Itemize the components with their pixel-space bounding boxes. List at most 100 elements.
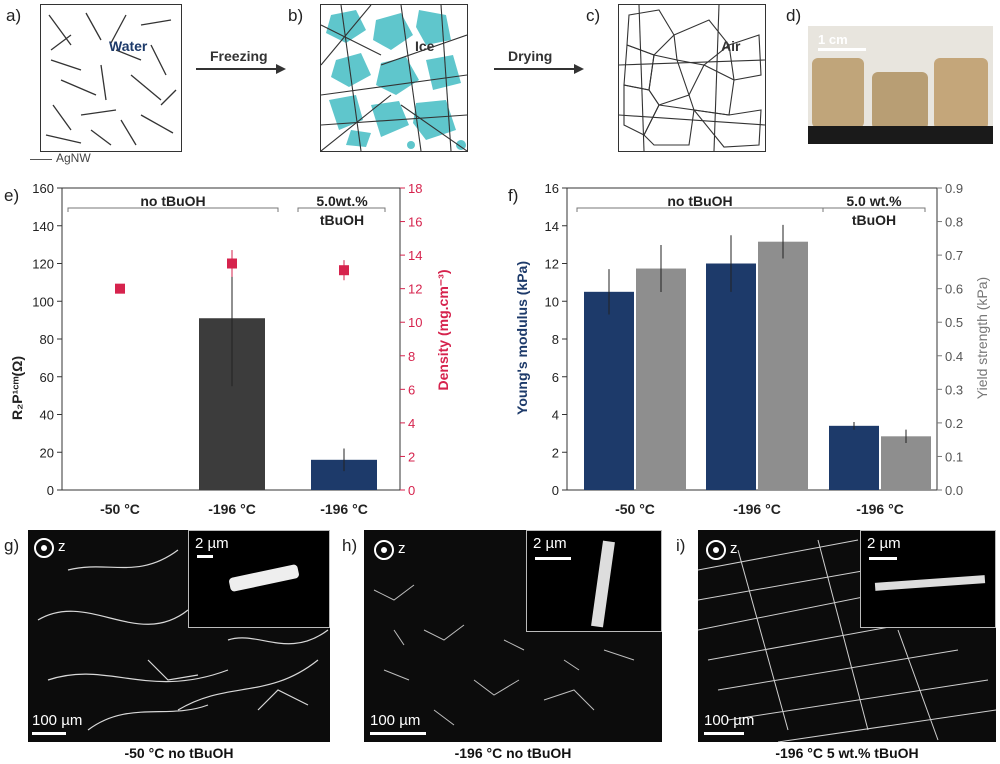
chart-f-bar-yield: [636, 268, 686, 490]
micrograph-i-scale-label: 100 µm: [704, 712, 755, 729]
inset-g-fiber: [228, 563, 300, 593]
micrograph-i-axis-icon: [706, 540, 726, 560]
chart-f-ytick-left-label: 16: [545, 181, 559, 196]
chart-e-xtick-label: -196 °C: [208, 501, 256, 517]
air-label: Air: [721, 38, 741, 54]
photo-ruler: [808, 126, 993, 144]
chart-e-xtick-label: -50 °C: [100, 501, 140, 517]
inset-i-fiber: [874, 575, 986, 591]
chart-f-group-label-1: no tBuOH: [667, 193, 732, 209]
chart-e-ytick-right-label: 8: [408, 349, 415, 364]
chart-f-ytick-right-label: 0.9: [945, 181, 963, 196]
chart-e-bars: [199, 250, 377, 490]
chart-e-xtick-label: -196 °C: [320, 501, 368, 517]
panel-label-f: f): [508, 186, 519, 205]
chart-e-ytick-right-label: 0: [408, 483, 415, 498]
caption-h: -196 °C no tBuOH: [454, 745, 572, 761]
micrograph-h-axis-label: z: [398, 540, 406, 557]
micrograph-h-axis-icon: [374, 540, 394, 560]
chart-f-bar-modulus: [706, 263, 756, 490]
chart-e-ytick-left-label: 100: [32, 294, 54, 309]
ice-label: Ice: [415, 38, 435, 54]
micrograph-i-inset: 2 µm: [860, 530, 996, 628]
inset-g-scale-label: 2 µm: [195, 535, 229, 552]
chart-f-xtick-label: -196 °C: [733, 501, 781, 517]
chart-f-bar-yield: [881, 436, 931, 490]
caption-i: -196 °C 5 wt.% tBuOH: [775, 745, 919, 761]
chart-f-ytick-right-label: 0.6: [945, 282, 963, 297]
chart-f-ytick-left-label: 10: [545, 294, 559, 309]
chart-f-ytick-right-label: 0.8: [945, 215, 963, 230]
chart-e-ytick-right-label: 6: [408, 382, 415, 397]
micrograph-g-texture: [37, 549, 329, 731]
air-network: Air: [618, 4, 766, 152]
panel-label-c: c): [586, 6, 601, 25]
panel-label-h: h): [342, 536, 358, 555]
chart-e-group-label-1: no tBuOH: [140, 193, 205, 209]
chart-e-ytick-left-label: 120: [32, 257, 54, 272]
chart-e-ytick-right-label: 16: [408, 215, 422, 230]
micrograph-g-axis-icon: [34, 538, 54, 558]
chart-e-density-point: [339, 265, 349, 276]
chart-e-ytick-left-label: 60: [40, 370, 54, 385]
micrograph-i: 2 µm z 100 µm: [698, 530, 996, 742]
chart-e-ytick-right-label: 4: [408, 416, 415, 431]
chart-f-xtick-label: -196 °C: [856, 501, 904, 517]
aerogel-photo: 1 cm: [808, 26, 993, 144]
chart-f-bar-yield: [758, 241, 808, 490]
chart-f-ytick-right-label: 0.7: [945, 248, 963, 263]
chart-e-axes: 0 20 40 60 80 100 120 140 160 0 2 4 6 8 10 12 14 16 18 -50 …: [32, 181, 422, 517]
micrograph-i-axis-label: z: [730, 540, 738, 557]
micrograph-g-scale-label: 100 µm: [32, 712, 83, 729]
chart-e-ytick-left-label: 80: [40, 332, 54, 347]
chart-f-group-label-2a: 5.0 wt.%: [846, 193, 902, 209]
aerogel-sample-1: [812, 58, 864, 128]
chart-f-bars: [584, 224, 931, 490]
ice-crystals: Ice: [320, 4, 468, 152]
chart-f-group-brackets: [576, 207, 926, 212]
ice-box: Ice: [320, 4, 468, 152]
chart-e-ytick-left-label: 20: [40, 445, 54, 460]
aerogel-sample-3: [934, 58, 988, 130]
aerogel-sample-2: [872, 72, 928, 130]
inset-g-scalebar: [197, 555, 213, 558]
drying-arrow: [494, 64, 584, 74]
chart-e: 0 20 40 60 80 100 120 140 160 0 2 4 6 8 10 12 14 16 18 -50 …: [9, 181, 451, 517]
caption-g: -50 °C no tBuOH: [124, 745, 234, 761]
panel-label-b: b): [288, 6, 304, 25]
chart-f-axes: 0 2 4 6 8 10 12 14 16 0.0 0.1 0.2 0.3 0.4 0.5 0.6 0.7 0.8…: [545, 181, 964, 517]
chart-f-ytick-left-label: 4: [552, 408, 559, 423]
inset-i-scale-label: 2 µm: [867, 535, 901, 552]
chart-f-group-label-2b: tBuOH: [852, 212, 896, 228]
chart-f-ytick-right-label: 0.0: [945, 483, 963, 498]
inset-h-scale-label: 2 µm: [533, 535, 567, 552]
agnw-legend-label: AgNW: [56, 151, 91, 165]
chart-e-density-point: [115, 283, 125, 294]
micrograph-g-axis-label: z: [58, 538, 66, 555]
panel-label-g: g): [4, 536, 20, 555]
panel-label-i: i): [676, 536, 686, 555]
chart-e-ylabel-left: R₂P¹ᶜᵐ(Ω): [9, 356, 25, 420]
micrograph-i-scalebar: [704, 732, 744, 735]
micrograph-h-scalebar: [370, 732, 426, 735]
chart-e-ylabel-right: Density (mg.cm⁻³): [435, 270, 451, 391]
chart-e-ytick-left-label: 0: [47, 483, 54, 498]
chart-f-ytick-left-label: 8: [552, 332, 559, 347]
panel-label-d: d): [786, 6, 802, 25]
freezing-arrow: [196, 64, 286, 74]
chart-e-ytick-right-label: 10: [408, 315, 422, 330]
micrograph-h: 2 µm z 100 µm: [364, 530, 662, 742]
chart-f-xtick-label: -50 °C: [615, 501, 655, 517]
chart-f-ytick-left-label: 12: [545, 257, 559, 272]
chart-e-ytick-right-label: 12: [408, 282, 422, 297]
micrograph-h-inset: 2 µm: [526, 530, 662, 632]
chart-e-group-brackets: [67, 207, 386, 212]
chart-f: 0 2 4 6 8 10 12 14 16 0.0 0.1 0.2 0.3 0.4 0.5 0.6 0.7 0.8…: [514, 181, 990, 517]
chart-e-group-label-2b: tBuOH: [320, 212, 364, 228]
chart-f-ytick-right-label: 0.4: [945, 349, 963, 364]
chart-e-ytick-left-label: 40: [40, 408, 54, 423]
chart-e-density-point: [227, 258, 237, 269]
chart-f-ytick-right-label: 0.2: [945, 416, 963, 431]
chart-f-ylabel-left: Young's modulus (kPa): [514, 261, 530, 415]
chart-e-points: [115, 250, 349, 294]
